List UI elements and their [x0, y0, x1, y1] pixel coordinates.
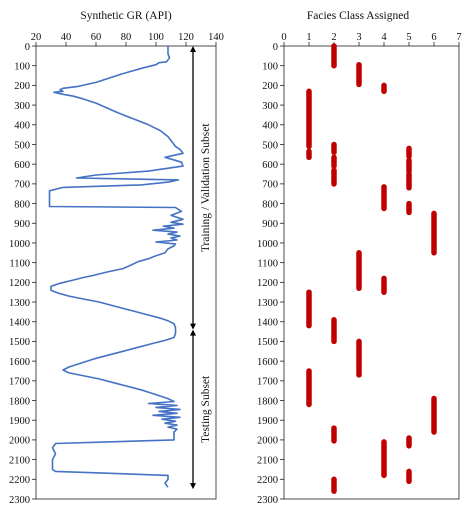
annotation-label: Testing Subset: [200, 375, 212, 443]
facies-y-tick-label: 200: [262, 81, 278, 92]
facies-plot-frame: [283, 45, 460, 500]
facies-y-tick-label: 1900: [257, 416, 278, 427]
facies-y-tick-label: 500: [262, 140, 278, 151]
gr-plot-frame: [35, 45, 217, 500]
facies-y-tick-label: 2000: [257, 436, 278, 447]
gr-x-tick-label: 40: [61, 32, 72, 43]
facies-y-tick-label: 100: [262, 61, 278, 72]
gr-x-tick-label: 120: [178, 32, 194, 43]
facies-x-tick-label: 0: [281, 32, 286, 43]
gr-y-tick-label: 1700: [9, 377, 30, 388]
gr-x-tick-label: 140: [208, 32, 224, 43]
gr-y-tick-label: 1900: [9, 416, 30, 427]
gr-y-tick-label: 400: [14, 121, 30, 132]
gr-x-tick-label: 60: [91, 32, 102, 43]
facies-y-tick-label: 2300: [257, 495, 278, 506]
gr-y-tick-label: 1100: [9, 258, 30, 269]
facies-y-tick-label: 1600: [257, 357, 278, 368]
facies-y-tick-label: 700: [262, 180, 278, 191]
facies-y-tick-label: 2200: [257, 475, 278, 486]
gr-y-tick-label: 700: [14, 180, 30, 191]
facies-plot-area: [306, 43, 437, 494]
facies-y-tick-label: 2100: [257, 455, 278, 466]
gr-y-tick-label: 1500: [9, 337, 30, 348]
annotation-arrowhead-up: [190, 329, 196, 336]
facies-y-tick-label: 400: [262, 121, 278, 132]
gr-y-tick-label: 1200: [9, 278, 30, 289]
facies-x-tick-label: 7: [456, 32, 461, 43]
gr-x-tick-label: 80: [121, 32, 132, 43]
gr-y-tick-label: 2000: [9, 436, 30, 447]
gr-y-tick-label: 900: [14, 219, 30, 230]
facies-y-tick-label: 1000: [257, 239, 278, 250]
gr-y-tick-label: 2100: [9, 455, 30, 466]
facies-x-tick-label: 1: [306, 32, 311, 43]
gr-y-tick-label: 600: [14, 160, 30, 171]
facies-x-tick-label: 3: [356, 32, 361, 43]
facies-chart-title: Facies Class Assigned: [307, 10, 409, 22]
annotation-arrowhead-down: [190, 483, 196, 490]
facies-y-tick-label: 900: [262, 219, 278, 230]
gr-y-tick-label: 1000: [9, 239, 30, 250]
facies-x-tick-labels: 0 1 2 3 4 5 6 7: [281, 32, 462, 46]
gr-x-tick-label: 20: [31, 32, 42, 43]
gr-y-tick-label: 1800: [9, 396, 30, 407]
facies-x-tick-label: 5: [406, 32, 411, 43]
gr-series-line: [48, 46, 184, 488]
gr-plot-area: [48, 46, 184, 488]
facies-y-tick-label: 1700: [257, 377, 278, 388]
facies-x-tick-label: 2: [331, 32, 336, 43]
facies-y-tick-label: 300: [262, 101, 278, 112]
gr-y-tick-labels: 0 100 200 300 400 500 600 700 800 900 1000 1100 1200…: [9, 42, 36, 506]
facies-y-tick-label: 1200: [257, 278, 278, 289]
facies-x-tick-label: 6: [431, 32, 436, 43]
facies-y-tick-label: 1400: [257, 318, 278, 329]
gr-y-tick-label: 300: [14, 101, 30, 112]
annotation-arrowhead-up: [190, 46, 196, 52]
gr-x-tick-labels: 20 40 60 80 100 120 140: [31, 32, 224, 46]
gr-x-tick-label: 100: [148, 32, 164, 43]
gr-y-tick-label: 2200: [9, 475, 30, 486]
facies-y-tick-label: 1500: [257, 337, 278, 348]
gr-y-tick-label: 800: [14, 199, 30, 210]
gr-y-tick-label: 200: [14, 81, 30, 92]
annotation-arrowhead-down: [190, 323, 196, 330]
gr-y-tick-label: 500: [14, 140, 30, 151]
facies-y-tick-labels: 0 100 200 300 400 500 600 700 800 900 1000 1100 1200…: [257, 42, 284, 506]
annotation-label: Training / Validation Subset: [200, 123, 212, 253]
gr-y-tick-label: 2300: [9, 495, 30, 506]
facies-y-tick-label: 1100: [257, 258, 278, 269]
facies-y-tick-label: 800: [262, 199, 278, 210]
facies-x-tick-label: 4: [381, 32, 387, 43]
gr-y-tick-label: 1400: [9, 318, 30, 329]
subset-annotations: Training / Validation Subset Testing Subs…: [190, 46, 212, 490]
facies-y-tick-label: 0: [273, 42, 278, 53]
facies-y-tick-label: 600: [262, 160, 278, 171]
gr-y-tick-label: 100: [14, 61, 30, 72]
gr-y-tick-label: 1600: [9, 357, 30, 368]
facies-y-tick-label: 1800: [257, 396, 278, 407]
gr-chart-title: Synthetic GR (API): [80, 10, 172, 22]
gr-y-tick-label: 1300: [9, 298, 30, 309]
facies-y-tick-label: 1300: [257, 298, 278, 309]
gr-y-tick-label: 0: [25, 42, 30, 53]
